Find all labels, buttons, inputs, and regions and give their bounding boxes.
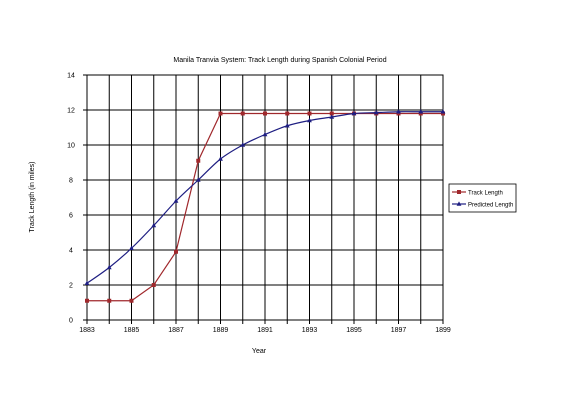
y-tick-label: 12	[67, 108, 75, 115]
data-point	[373, 110, 379, 115]
data-point	[151, 283, 156, 287]
data-point	[106, 264, 112, 270]
x-tick-label: 1889	[213, 327, 229, 334]
data-point	[107, 298, 112, 303]
data-point	[85, 298, 89, 303]
series	[84, 109, 446, 303]
y-tick-label: 4	[69, 248, 73, 255]
data-point	[329, 111, 334, 116]
data-point	[396, 109, 401, 114]
series-predicted-length	[84, 109, 446, 286]
y-axis-label: Track Length (in miles)	[29, 162, 36, 233]
data-point	[218, 156, 223, 161]
data-point	[262, 131, 268, 137]
data-point	[129, 298, 134, 303]
x-tick-label: 1887	[168, 327, 184, 334]
y-tick-label: 6	[69, 213, 73, 220]
data-point	[329, 114, 335, 119]
y-tick-label: 0	[69, 318, 73, 325]
x-tick-label: 1883	[79, 327, 95, 334]
chart-title: Manila Tranvia System: Track Length duri…	[173, 57, 386, 64]
legend-entry: Predicted Length	[452, 201, 513, 208]
legend-box	[448, 183, 517, 213]
data-point	[196, 158, 201, 163]
y-tick-label: 8	[69, 178, 73, 185]
x-tick-label: 1893	[302, 327, 318, 334]
data-point	[129, 245, 134, 251]
x-axis-label: Year	[252, 348, 267, 355]
data-point	[284, 123, 290, 128]
legend-entry: Track Length	[452, 190, 503, 196]
legend-label: Track Length	[468, 190, 503, 196]
x-tick-label: 1885	[124, 327, 140, 334]
data-point	[173, 198, 179, 203]
data-point	[307, 111, 312, 116]
legend: Track Length Predicted Length	[448, 183, 517, 213]
x-tick-label: 1895	[346, 327, 362, 334]
y-tick-label: 10	[67, 143, 75, 150]
data-point	[218, 111, 223, 116]
data-point	[151, 222, 157, 228]
data-point	[84, 280, 90, 286]
x-tick-label: 1897	[391, 327, 407, 334]
data-point	[307, 117, 312, 123]
x-tick-label: 1899	[435, 327, 451, 334]
legend-marker	[457, 190, 461, 194]
data-point	[418, 109, 424, 114]
data-point	[195, 177, 201, 182]
data-point	[174, 249, 178, 254]
data-point	[440, 109, 446, 114]
data-point	[263, 111, 267, 116]
legend-label: Predicted Length	[468, 202, 513, 208]
y-tick-label: 14	[67, 73, 75, 80]
data-point	[240, 111, 245, 116]
data-point	[351, 110, 357, 116]
y-tick-label: 2	[69, 283, 73, 290]
axis-ticks: 0 2 4 6 8 10 12 14 1883 1885 1887 1889 1891 1893 1895 1…	[67, 73, 451, 335]
legend-marker	[456, 201, 462, 206]
x-tick-label: 1891	[257, 327, 273, 334]
data-point	[240, 142, 246, 147]
data-point	[285, 111, 290, 116]
